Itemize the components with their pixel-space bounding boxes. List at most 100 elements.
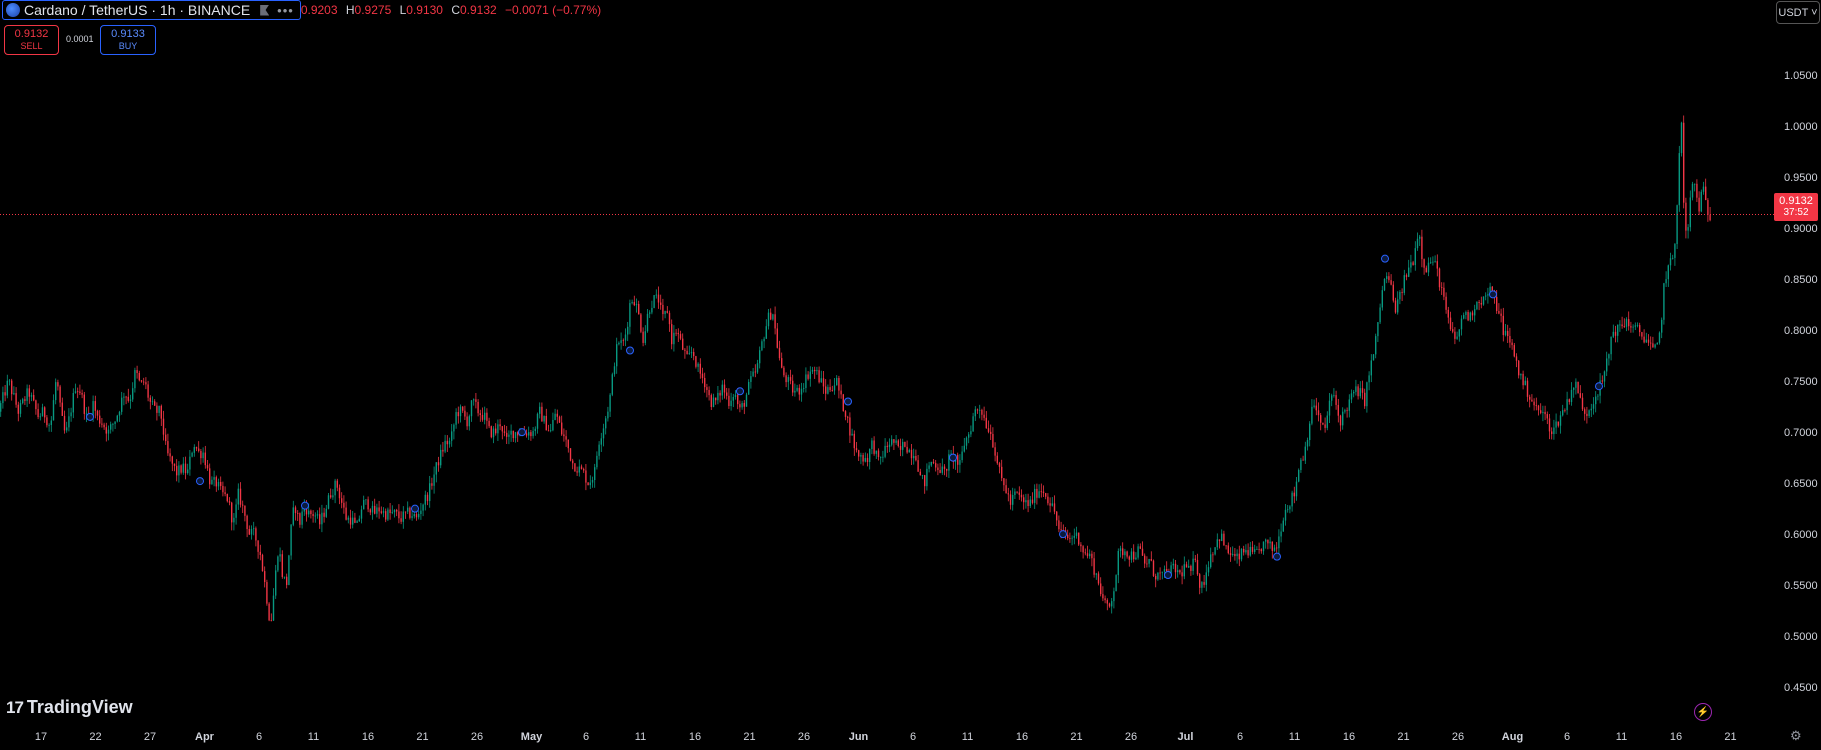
event-marker[interactable] — [196, 477, 204, 486]
candle-body — [369, 509, 371, 513]
symbol-title[interactable]: Cardano / TetherUS · 1h · BINANCE — [24, 2, 251, 18]
candle-body — [1698, 197, 1700, 212]
candle-body — [468, 416, 470, 427]
event-marker[interactable] — [1595, 382, 1603, 391]
candle-body — [640, 314, 642, 332]
candle-body — [1410, 262, 1412, 268]
candle-body — [349, 517, 352, 525]
candle-body — [193, 447, 195, 453]
candle-body — [1540, 410, 1542, 413]
event-marker[interactable] — [1381, 254, 1389, 263]
candle-body — [972, 416, 974, 432]
event-marker[interactable] — [1059, 530, 1067, 539]
candle-body — [891, 439, 893, 445]
symbol-box[interactable]: Cardano / TetherUS · 1h · BINANCE ••• — [2, 0, 301, 20]
candle-body — [1293, 492, 1295, 497]
candle-body — [613, 366, 616, 375]
candle-body — [407, 507, 409, 512]
candle-body — [33, 395, 35, 401]
candle-body — [1251, 546, 1254, 552]
more-icon[interactable]: ••• — [277, 2, 294, 18]
candle-body — [1696, 183, 1698, 198]
candle-body — [1568, 399, 1570, 403]
currency-button[interactable]: USDT ˅ — [1776, 1, 1820, 24]
candle-body — [838, 377, 840, 391]
event-marker[interactable] — [411, 504, 419, 513]
candle-body — [994, 447, 996, 456]
candle-body — [1097, 573, 1100, 584]
candle-body — [255, 528, 257, 541]
event-marker[interactable] — [1489, 290, 1497, 299]
event-marker[interactable] — [736, 387, 744, 396]
candle-body — [926, 468, 928, 487]
event-marker[interactable] — [1273, 552, 1281, 561]
candle-body — [319, 514, 321, 525]
candle-body — [1227, 545, 1229, 554]
candle-body — [567, 439, 569, 449]
candle-body — [1346, 410, 1348, 411]
candle-body — [1007, 493, 1009, 495]
candle-body — [1276, 547, 1278, 549]
candle-body — [1051, 503, 1053, 506]
candle-body — [1082, 546, 1084, 553]
candle-body — [143, 381, 145, 383]
event-marker[interactable] — [844, 397, 852, 406]
candle-body — [1084, 552, 1086, 554]
lightning-icon[interactable]: ⚡ — [1694, 703, 1712, 721]
candle-body — [1342, 411, 1344, 426]
candle-body — [206, 465, 209, 469]
candle-body — [1452, 329, 1454, 332]
candle-body — [215, 477, 217, 487]
candle-body — [1326, 415, 1328, 428]
open-value: 0.9203 — [300, 3, 338, 17]
candle-body — [365, 499, 367, 501]
candle-body — [1102, 594, 1104, 599]
candle-body — [589, 482, 591, 486]
candle-body — [1647, 339, 1650, 343]
flag-icon[interactable] — [260, 4, 270, 16]
y-tick-label: 0.5000 — [1784, 631, 1818, 643]
candle-body — [336, 480, 338, 488]
candle-body — [167, 441, 169, 454]
candle-body — [805, 374, 807, 388]
candle-body — [840, 390, 842, 395]
event-marker[interactable] — [1164, 570, 1172, 579]
candle-body — [1408, 267, 1410, 277]
event-marker[interactable] — [626, 346, 634, 355]
event-marker[interactable] — [301, 501, 309, 510]
candle-body — [719, 392, 721, 396]
candle-body — [877, 450, 880, 457]
candle-body — [376, 507, 378, 514]
event-marker[interactable] — [86, 412, 94, 421]
buy-button[interactable]: 0.9133 BUY — [100, 25, 156, 55]
gear-icon[interactable]: ⚙ — [1790, 728, 1802, 743]
tradingview-logo[interactable]: 17 TradingView — [6, 697, 133, 718]
candle-body — [1188, 565, 1190, 568]
candle-body — [880, 456, 882, 458]
event-marker[interactable] — [949, 453, 957, 462]
sell-button[interactable]: 0.9132 SELL — [4, 25, 59, 55]
candle-body — [822, 378, 825, 387]
candle-body — [1174, 563, 1177, 573]
candle-body — [1700, 191, 1702, 212]
candle-body — [272, 595, 275, 621]
candle-body — [1513, 345, 1515, 357]
candle-body — [886, 445, 888, 448]
candle-body — [990, 431, 992, 435]
candle-body — [1669, 258, 1672, 266]
candle-body — [112, 423, 114, 425]
candle-body — [1412, 262, 1414, 266]
candle-body — [627, 326, 629, 335]
x-tick-label: 21 — [1397, 731, 1409, 743]
event-marker[interactable] — [518, 428, 526, 437]
candle-body — [1086, 553, 1089, 557]
candle-body — [686, 350, 688, 355]
candle-body — [1377, 322, 1379, 337]
candle-body — [1445, 296, 1447, 310]
candle-body — [897, 440, 899, 447]
candle-body — [1474, 309, 1476, 316]
candle-body — [1654, 344, 1656, 348]
candle-body — [638, 303, 640, 315]
candle-body — [998, 463, 1001, 467]
